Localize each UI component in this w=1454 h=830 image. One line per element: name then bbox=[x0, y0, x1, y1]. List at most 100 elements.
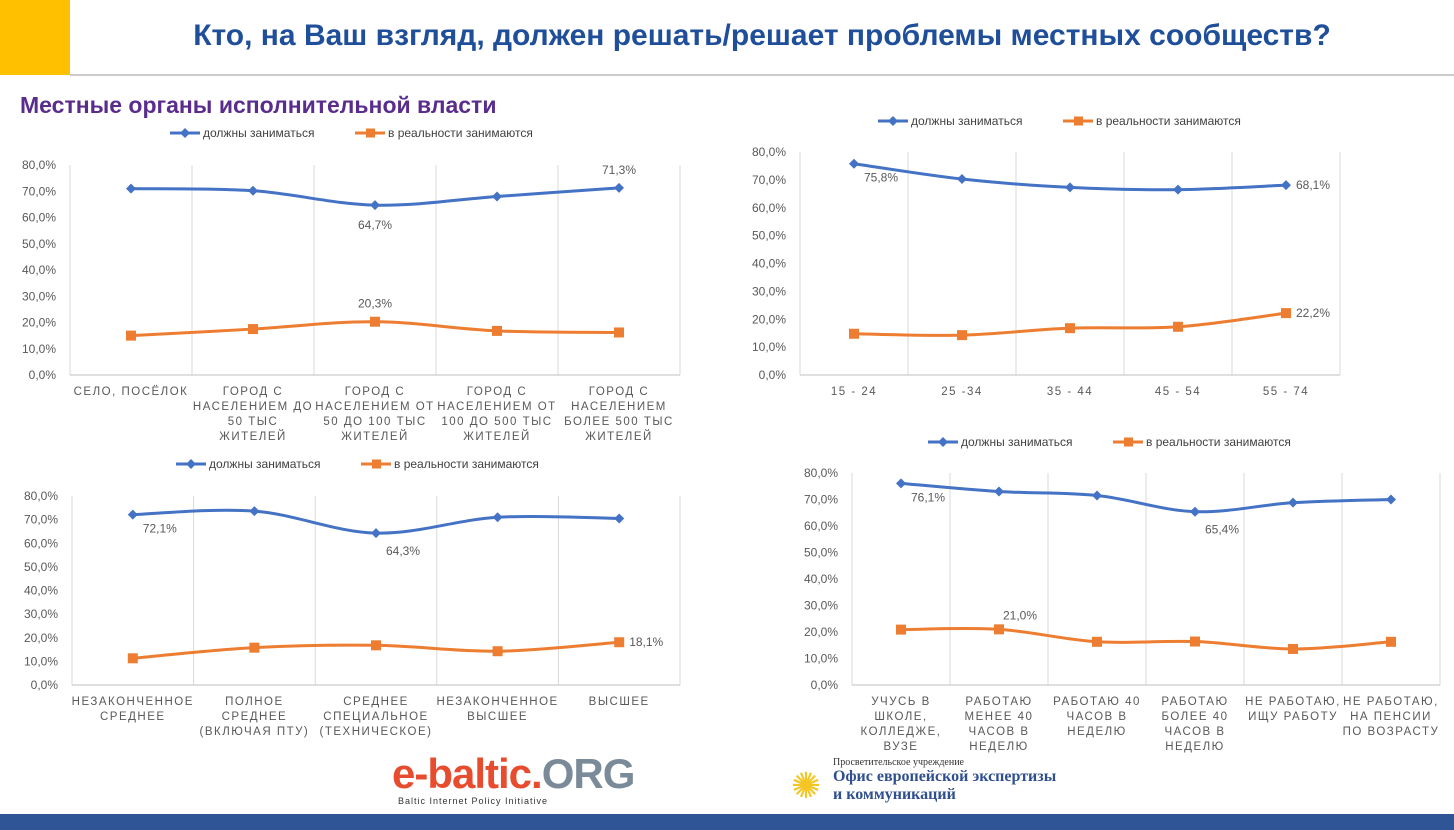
x-tick-label: ПО ВОЗРАСТУ bbox=[1343, 726, 1440, 738]
x-tick-label: ГОРОД С bbox=[467, 386, 527, 398]
y-tick-label: 10,0% bbox=[804, 652, 838, 666]
x-tick-label: ЖИТЕЛЕЙ bbox=[463, 430, 531, 443]
data-point-square bbox=[492, 646, 503, 657]
footer-bar bbox=[0, 814, 1454, 830]
x-tick-label: 100 ДО 500 ТЫС bbox=[441, 416, 552, 428]
data-point-square bbox=[1092, 636, 1102, 647]
x-tick-label: 35 - 44 bbox=[1047, 386, 1093, 398]
data-point-square bbox=[614, 327, 624, 338]
data-label: 76,1% bbox=[911, 490, 945, 504]
legend-label: должны заниматься bbox=[209, 457, 320, 471]
x-tick-label: ЖИТЕЛЕЙ bbox=[341, 430, 409, 443]
office-logo-pre: Просветительское учреждение bbox=[833, 757, 964, 768]
y-tick-label: 50,0% bbox=[804, 546, 838, 560]
data-label: 71,3% bbox=[602, 163, 636, 177]
x-tick-label: НЕДЕЛЮ bbox=[969, 741, 1029, 753]
legend-label: должны заниматься bbox=[911, 114, 1022, 128]
office-logo-line2: и коммуникаций bbox=[833, 786, 956, 803]
x-tick-label: НЕЗАКОНЧЕННОЕ bbox=[436, 696, 558, 708]
data-point-diamond bbox=[849, 158, 859, 169]
y-tick-label: 20,0% bbox=[22, 316, 56, 330]
x-tick-label: СРЕДНЕЕ bbox=[222, 711, 288, 723]
data-point-square bbox=[1173, 321, 1183, 332]
office-logo: ✺ Просветительское учреждение Офис европ… bbox=[785, 757, 1057, 806]
x-tick-label: 25 -34 bbox=[941, 386, 983, 398]
data-label: 75,8% bbox=[864, 171, 898, 185]
data-point-square bbox=[248, 324, 258, 335]
data-point-diamond bbox=[249, 506, 260, 517]
x-tick-label: ВЫСШЕЕ bbox=[467, 711, 528, 723]
legend-square-marker bbox=[366, 128, 375, 138]
legend-label: в реальности занимаются bbox=[388, 126, 533, 140]
divider bbox=[70, 74, 1454, 76]
y-tick-label: 70,0% bbox=[22, 184, 56, 198]
legend-label: в реальности занимаются bbox=[1146, 435, 1291, 449]
data-point-diamond bbox=[126, 183, 136, 194]
x-tick-label: СРЕДНЕЕ bbox=[100, 711, 166, 723]
x-tick-label: НАСЕЛЕНИЕМ ОТ bbox=[437, 401, 556, 413]
data-point-square bbox=[1386, 636, 1396, 647]
data-point-diamond bbox=[1288, 497, 1298, 508]
y-tick-label: 10,0% bbox=[22, 342, 56, 356]
x-tick-label: БОЛЕЕ 40 bbox=[1161, 711, 1228, 723]
data-point-square bbox=[1065, 323, 1075, 334]
x-tick-label: РАБОТАЮ bbox=[965, 696, 1032, 708]
data-point-diamond bbox=[614, 513, 625, 524]
data-label: 65,4% bbox=[1205, 523, 1239, 537]
y-tick-label: 10,0% bbox=[24, 654, 58, 668]
data-label: 72,1% bbox=[143, 522, 177, 536]
x-tick-label: НЕДЕЛЮ bbox=[1165, 741, 1225, 753]
y-tick-label: 60,0% bbox=[22, 211, 56, 225]
x-tick-label: МЕНЕЕ 40 bbox=[965, 711, 1034, 723]
office-logo-line1: Офис европейской экспертизы bbox=[833, 768, 1057, 785]
star-circle-icon: ✺ bbox=[790, 766, 822, 806]
data-point-diamond bbox=[1386, 494, 1396, 505]
y-tick-label: 70,0% bbox=[752, 173, 786, 187]
y-tick-label: 20,0% bbox=[804, 625, 838, 639]
data-point-square bbox=[994, 624, 1004, 635]
x-tick-label: СПЕЦИАЛЬНОЕ bbox=[323, 711, 428, 723]
data-label: 64,7% bbox=[358, 218, 392, 232]
data-point-diamond bbox=[614, 182, 624, 193]
x-tick-label: ВУЗЕ bbox=[884, 741, 919, 753]
y-tick-label: 0,0% bbox=[31, 678, 59, 692]
x-tick-label: НАСЕЛЕНИЕМ ДО bbox=[193, 401, 313, 413]
x-tick-label: ЧАСОВ В bbox=[1164, 726, 1225, 738]
data-point-diamond bbox=[1065, 182, 1075, 193]
data-label: 64,3% bbox=[386, 544, 420, 558]
x-tick-label: СЕЛО, ПОСЁЛОК bbox=[74, 386, 189, 398]
data-point-diamond bbox=[370, 200, 380, 211]
data-point-square bbox=[1281, 308, 1291, 319]
legend-diamond-marker bbox=[938, 437, 948, 447]
data-point-diamond bbox=[492, 191, 502, 202]
x-tick-label: РАБОТАЮ bbox=[1161, 696, 1228, 708]
data-point-diamond bbox=[371, 528, 381, 539]
data-point-diamond bbox=[1281, 180, 1291, 191]
data-point-square bbox=[371, 640, 381, 651]
x-tick-label: ИЩУ РАБОТУ bbox=[1248, 711, 1338, 723]
ebaltic-logo-main: e-baltic. bbox=[392, 750, 543, 797]
data-point-diamond bbox=[1190, 506, 1200, 517]
data-point-square bbox=[1190, 636, 1200, 647]
x-tick-label: НЕ РАБОТАЮ, bbox=[1343, 696, 1439, 708]
legend-label: в реальности занимаются bbox=[1096, 114, 1241, 128]
ebaltic-logo: e-baltic.ORG Baltic Internet Policy Init… bbox=[392, 750, 635, 807]
section-subtitle: Местные органы исполнительной власти bbox=[20, 92, 497, 118]
y-tick-label: 20,0% bbox=[752, 312, 786, 326]
chart-3: 0,0% 10,0% 20,0% 30,0% 40,0% 50,0% 60,0% 70,0% 8… bbox=[24, 457, 681, 738]
legend-square-marker bbox=[1074, 116, 1083, 126]
data-point-diamond bbox=[1092, 490, 1102, 501]
y-tick-label: 0,0% bbox=[29, 368, 57, 382]
x-tick-label: НАСЕЛЕНИЕМ ОТ bbox=[315, 401, 434, 413]
data-label: 18,1% bbox=[629, 635, 663, 649]
y-tick-label: 40,0% bbox=[752, 257, 786, 271]
y-tick-label: 80,0% bbox=[804, 466, 838, 480]
y-tick-label: 10,0% bbox=[752, 340, 786, 354]
legend-diamond-marker bbox=[888, 116, 898, 126]
series-line bbox=[900, 481, 1392, 514]
x-tick-label: ГОРОД С bbox=[223, 386, 283, 398]
data-label: 68,1% bbox=[1296, 178, 1330, 192]
x-tick-label: ВЫСШЕЕ bbox=[589, 696, 650, 708]
x-tick-label: НЕДЕЛЮ bbox=[1067, 726, 1127, 738]
